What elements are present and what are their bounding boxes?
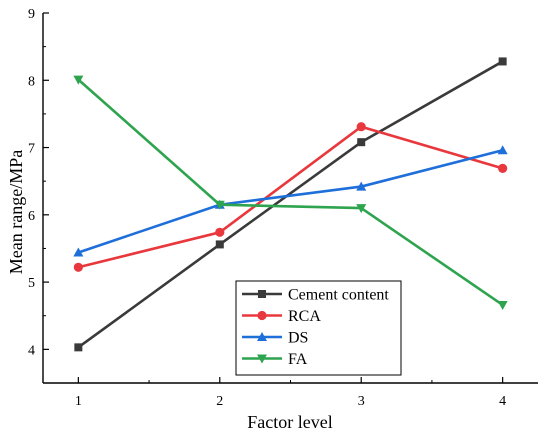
- legend-marker: [257, 332, 267, 341]
- legend-label: RCA: [288, 308, 321, 325]
- x-tick-label: 3: [358, 394, 365, 409]
- legend-item-fa: FA: [242, 351, 308, 368]
- legend-marker: [257, 310, 267, 321]
- y-tick-label: 8: [28, 74, 35, 89]
- y-axis-title: Mean range/MPa: [6, 150, 26, 274]
- data-point-ds: [356, 181, 367, 191]
- data-point-cement-content: [215, 240, 224, 249]
- series-rca: [73, 122, 508, 272]
- series-line-ds: [77, 148, 503, 254]
- legend-marker: [257, 354, 267, 364]
- data-point-fa: [73, 75, 84, 85]
- data-point-rca: [73, 262, 83, 272]
- legend-label: FA: [288, 351, 308, 368]
- data-point-rca: [215, 227, 225, 237]
- series-cement-content: [74, 57, 507, 352]
- series-ds: [73, 145, 508, 257]
- series-fa: [73, 75, 508, 310]
- legend-label: DS: [288, 330, 308, 347]
- x-axis-title: Factor level: [247, 412, 332, 432]
- data-point-cement-content: [74, 343, 83, 352]
- series-layer: [73, 57, 508, 352]
- data-point-ds: [497, 145, 508, 155]
- data-point-cement-content: [498, 57, 507, 66]
- series-line-cement-content: [77, 60, 504, 349]
- x-tick-label: 1: [75, 394, 82, 409]
- legend-marker: [258, 290, 266, 298]
- data-point-rca: [356, 122, 366, 132]
- y-tick-label: 7: [28, 142, 35, 157]
- x-tick-label: 2: [216, 394, 223, 409]
- series-line-rca: [78, 125, 504, 269]
- data-point-cement-content: [357, 138, 366, 147]
- series-line-fa: [77, 78, 504, 307]
- data-point-fa: [497, 300, 508, 310]
- legend-item-rca: RCA: [242, 308, 321, 325]
- data-point-fa: [214, 200, 225, 210]
- y-tick-label: 9: [28, 7, 35, 22]
- data-point-fa: [356, 204, 367, 214]
- data-point-rca: [498, 163, 508, 173]
- legend-item-cement-content: Cement content: [242, 287, 389, 304]
- y-tick-label: 6: [28, 209, 35, 224]
- legend-label: Cement content: [288, 287, 389, 304]
- y-tick-label: 5: [28, 276, 35, 291]
- legend-item-ds: DS: [242, 330, 308, 347]
- axes: 4 5 6 7 8 9 1 2 3 4: [28, 7, 538, 409]
- legend: Cement content RCA DS FA: [235, 280, 402, 376]
- y-tick-label: 4: [28, 343, 35, 358]
- data-point-ds: [73, 247, 84, 257]
- x-tick-label: 4: [499, 394, 506, 409]
